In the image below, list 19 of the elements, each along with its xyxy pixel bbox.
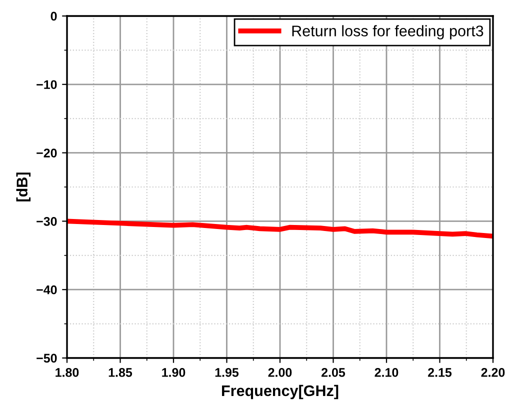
x-tick-label: 2.15 — [428, 368, 452, 377]
x-tick-label: 2.10 — [374, 368, 398, 377]
y-tick-label: −30 — [36, 217, 57, 226]
y-tick-label: −40 — [36, 285, 57, 294]
line-series — [67, 218, 493, 239]
y-axis-title: [dB] — [16, 172, 31, 202]
x-tick-label: 1.80 — [56, 368, 79, 377]
x-tick-label: 2.00 — [268, 368, 292, 377]
legend-label: Return loss for feeding port3 — [292, 25, 484, 40]
y-tick-label: −20 — [36, 148, 57, 158]
y-tick-label: −50 — [36, 354, 57, 363]
x-tick-label: 1.95 — [215, 368, 239, 377]
y-tick-label: −10 — [36, 80, 57, 90]
y-tick-label: 0 — [50, 12, 57, 21]
x-axis-title: Frequency[GHz] — [222, 384, 338, 400]
x-tick-label: 2.20 — [481, 368, 505, 377]
x-tick-label: 1.85 — [108, 368, 132, 377]
x-tick-label: 2.05 — [322, 368, 346, 377]
x-tick-label: 1.90 — [162, 368, 186, 377]
